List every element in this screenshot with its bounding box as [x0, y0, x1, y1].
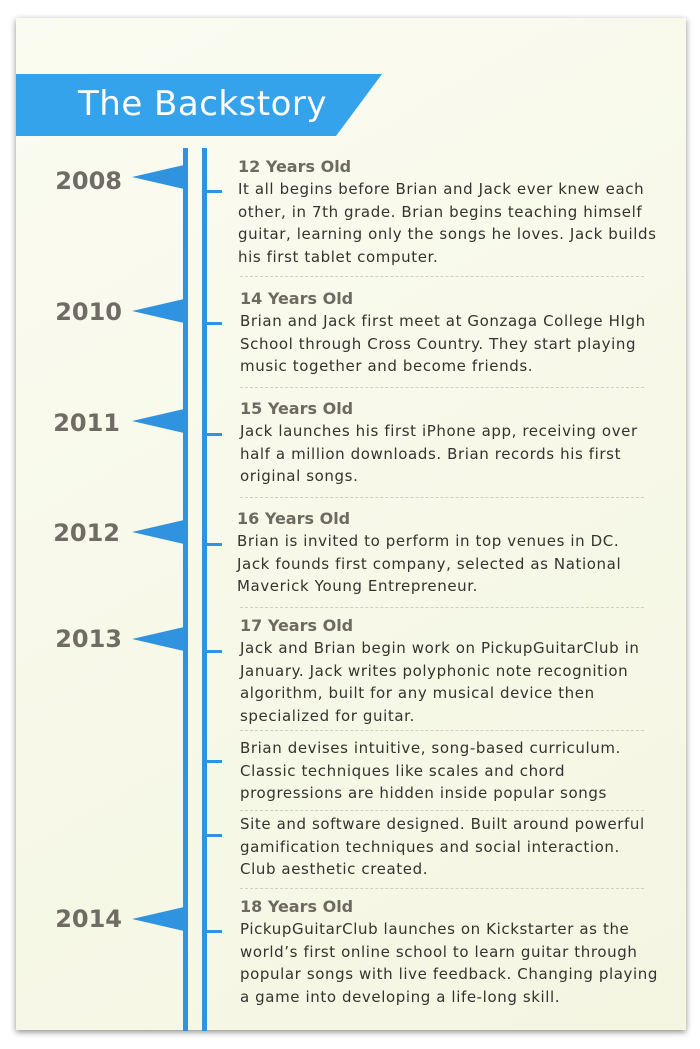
timeline-tick	[204, 433, 222, 436]
timeline-tick	[204, 930, 222, 933]
timeline-entry: 16 Years Old Brian is invited to perform…	[237, 508, 657, 598]
entry-text: Brian and Jack first meet at Gonzaga Col…	[240, 312, 646, 375]
year-label: 2014	[55, 905, 122, 933]
year-pointer-icon	[132, 907, 184, 931]
year-pointer-icon	[132, 627, 184, 651]
timeline-entry: 12 Years Old It all begins before Brian …	[238, 156, 658, 268]
timeline-rail-left	[183, 148, 188, 1031]
year-pointer-icon	[132, 409, 184, 433]
year-pointer-icon	[132, 165, 184, 189]
entry-age: 12 Years Old	[238, 157, 352, 176]
timeline-entry: 15 Years Old Jack launches his first iPh…	[240, 398, 660, 488]
entry-divider	[240, 497, 644, 498]
entry-text: PickupGuitarClub launches on Kickstarter…	[240, 920, 658, 1006]
timeline-tick	[204, 322, 222, 325]
entry-text: Brian devises intuitive, song-based curr…	[240, 739, 621, 802]
timeline-tick	[204, 650, 222, 653]
page-title: The Backstory	[78, 84, 328, 124]
backstory-card: The Backstory	[16, 18, 686, 1030]
entry-text: Jack and Brian begin work on PickupGuita…	[240, 639, 640, 725]
year-label: 2012	[53, 519, 120, 547]
entry-text: Jack launches his first iPhone app, rece…	[240, 422, 638, 485]
year-label: 2008	[55, 167, 122, 195]
year-label: 2011	[53, 409, 120, 437]
entry-age: 17 Years Old	[240, 616, 354, 635]
entry-text: It all begins before Brian and Jack ever…	[238, 180, 657, 266]
entry-age: 18 Years Old	[240, 897, 354, 916]
timeline-entry: 17 Years Old Jack and Brian begin work o…	[240, 615, 660, 727]
entry-age: 15 Years Old	[240, 399, 354, 418]
title-banner: The Backstory	[16, 74, 382, 136]
timeline-tick	[204, 760, 222, 763]
entry-text: Site and software designed. Built around…	[240, 815, 645, 878]
timeline-rail-right	[202, 148, 207, 1031]
timeline-entry: 14 Years Old Brian and Jack first meet a…	[240, 288, 660, 378]
entry-divider	[240, 276, 644, 277]
entry-divider	[240, 387, 644, 388]
timeline-entry: Site and software designed. Built around…	[240, 813, 660, 881]
entry-text: Brian is invited to perform in top venue…	[237, 532, 622, 595]
year-label: 2010	[55, 298, 122, 326]
entry-divider	[240, 810, 644, 811]
entry-divider	[240, 607, 644, 608]
entry-age: 14 Years Old	[240, 289, 354, 308]
entry-divider	[240, 888, 644, 889]
year-pointer-icon	[132, 299, 184, 323]
timeline-entry: Brian devises intuitive, song-based curr…	[240, 737, 660, 805]
year-label: 2013	[55, 625, 122, 653]
year-pointer-icon	[132, 520, 184, 544]
entry-age: 16 Years Old	[237, 509, 351, 528]
entry-divider	[240, 730, 644, 731]
timeline-tick	[204, 190, 222, 193]
banner-ribbon-shape	[16, 74, 382, 136]
timeline-entry: 18 Years Old PickupGuitarClub launches o…	[240, 896, 660, 1008]
timeline-tick	[204, 543, 222, 546]
timeline-tick	[204, 834, 222, 837]
